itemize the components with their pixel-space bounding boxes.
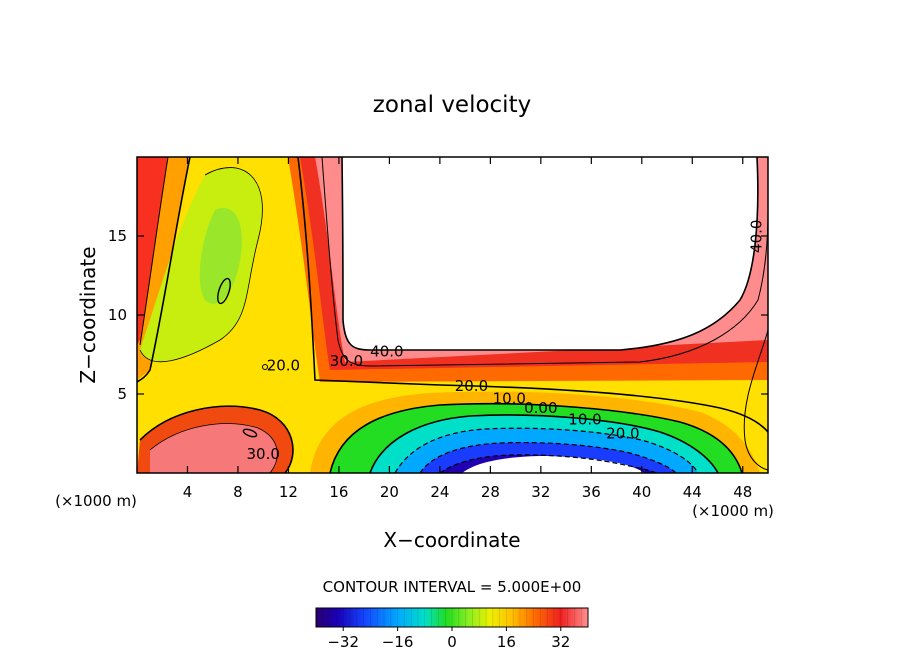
contour-neg-twenty-line	[419, 441, 677, 473]
y-tick-label: 10	[108, 306, 127, 324]
x-tick-label: 40	[632, 483, 651, 501]
contour-small-ring	[262, 364, 268, 370]
contour-minimum-ring	[217, 277, 231, 305]
contour-label: 20.0	[267, 357, 300, 375]
field-above-forty	[342, 157, 758, 350]
contour-label: 20.0	[606, 425, 639, 443]
field-mid-column-core	[199, 208, 242, 304]
contour-label: 30.0	[246, 445, 279, 463]
x-unit-label-right: (×1000 m)	[692, 502, 774, 520]
contour-label: 40.0	[748, 220, 766, 253]
y-axis-ticks: 5 10 15	[108, 227, 768, 403]
contour-label: 10.0	[568, 410, 601, 428]
field-left-jet-core	[137, 157, 168, 345]
colorbar-tick-label: −32	[327, 633, 359, 651]
x-tick-label: 4	[183, 483, 193, 501]
x-tick-label: 20	[380, 483, 399, 501]
field-lower-left-max-core	[150, 423, 278, 473]
chart-title: zonal velocity	[373, 92, 531, 118]
contour-label: 40.0	[370, 342, 403, 360]
contour-ten-line	[329, 402, 743, 473]
contour-lines	[137, 157, 768, 473]
x-tick-label: 12	[279, 483, 298, 501]
x-tick-label: 16	[329, 483, 348, 501]
contour-label: 10.0	[493, 390, 526, 408]
x-axis-title: X−coordinate	[383, 528, 520, 552]
y-tick-label: 15	[108, 227, 127, 245]
x-tick-label: 36	[582, 483, 601, 501]
contour-label: 20.0	[455, 377, 488, 395]
y-axis-title: Z−coordinate	[76, 246, 100, 383]
contour-lower-left-inner-line	[149, 423, 278, 473]
y-tick-label: 5	[117, 385, 127, 403]
x-tick-label: 48	[733, 483, 752, 501]
contour-label: 0.00	[524, 399, 557, 417]
colorbar-tick-label: 32	[551, 633, 570, 651]
contour-left-jet-line	[139, 157, 169, 346]
contour-neg-thirty-line	[439, 454, 657, 473]
colorbar-segments	[322, 608, 582, 627]
x-tick-label: 32	[531, 483, 550, 501]
contour-maximum-ring	[242, 428, 258, 438]
x-axis-ticks: 4 8 12 16 20 24 28 32 36 40 44 48	[183, 157, 752, 501]
contour-right-jet-line	[743, 329, 768, 471]
x-unit-label-left: (×1000 m)	[55, 492, 137, 510]
contour-thirty-line	[321, 157, 768, 367]
colorbar-tick-label: 0	[447, 633, 457, 651]
x-tick-label: 8	[233, 483, 243, 501]
contour-label: 30.0	[330, 352, 363, 370]
contour-lower-left-line	[139, 405, 294, 473]
x-tick-label: 44	[683, 483, 702, 501]
contour-neg-ten-line	[394, 427, 699, 473]
contour-left-twenty-line	[137, 157, 191, 383]
contour-twenty-line	[297, 157, 768, 433]
colorbar: −32 −16 0 16 32	[315, 607, 589, 651]
x-tick-label: 24	[430, 483, 449, 501]
contour-zero-line	[369, 414, 719, 473]
contour-forty-line	[341, 157, 759, 351]
contour-mid-column-line	[139, 167, 263, 363]
colorbar-ticks: −32 −16 0 16 32	[327, 627, 570, 651]
colorbar-tick-label: −16	[382, 633, 414, 651]
colorbar-tick-label: 16	[497, 633, 516, 651]
x-tick-label: 28	[481, 483, 500, 501]
contour-interval-text: CONTOUR INTERVAL = 5.000E+00	[323, 578, 582, 596]
plot-area	[137, 157, 768, 473]
